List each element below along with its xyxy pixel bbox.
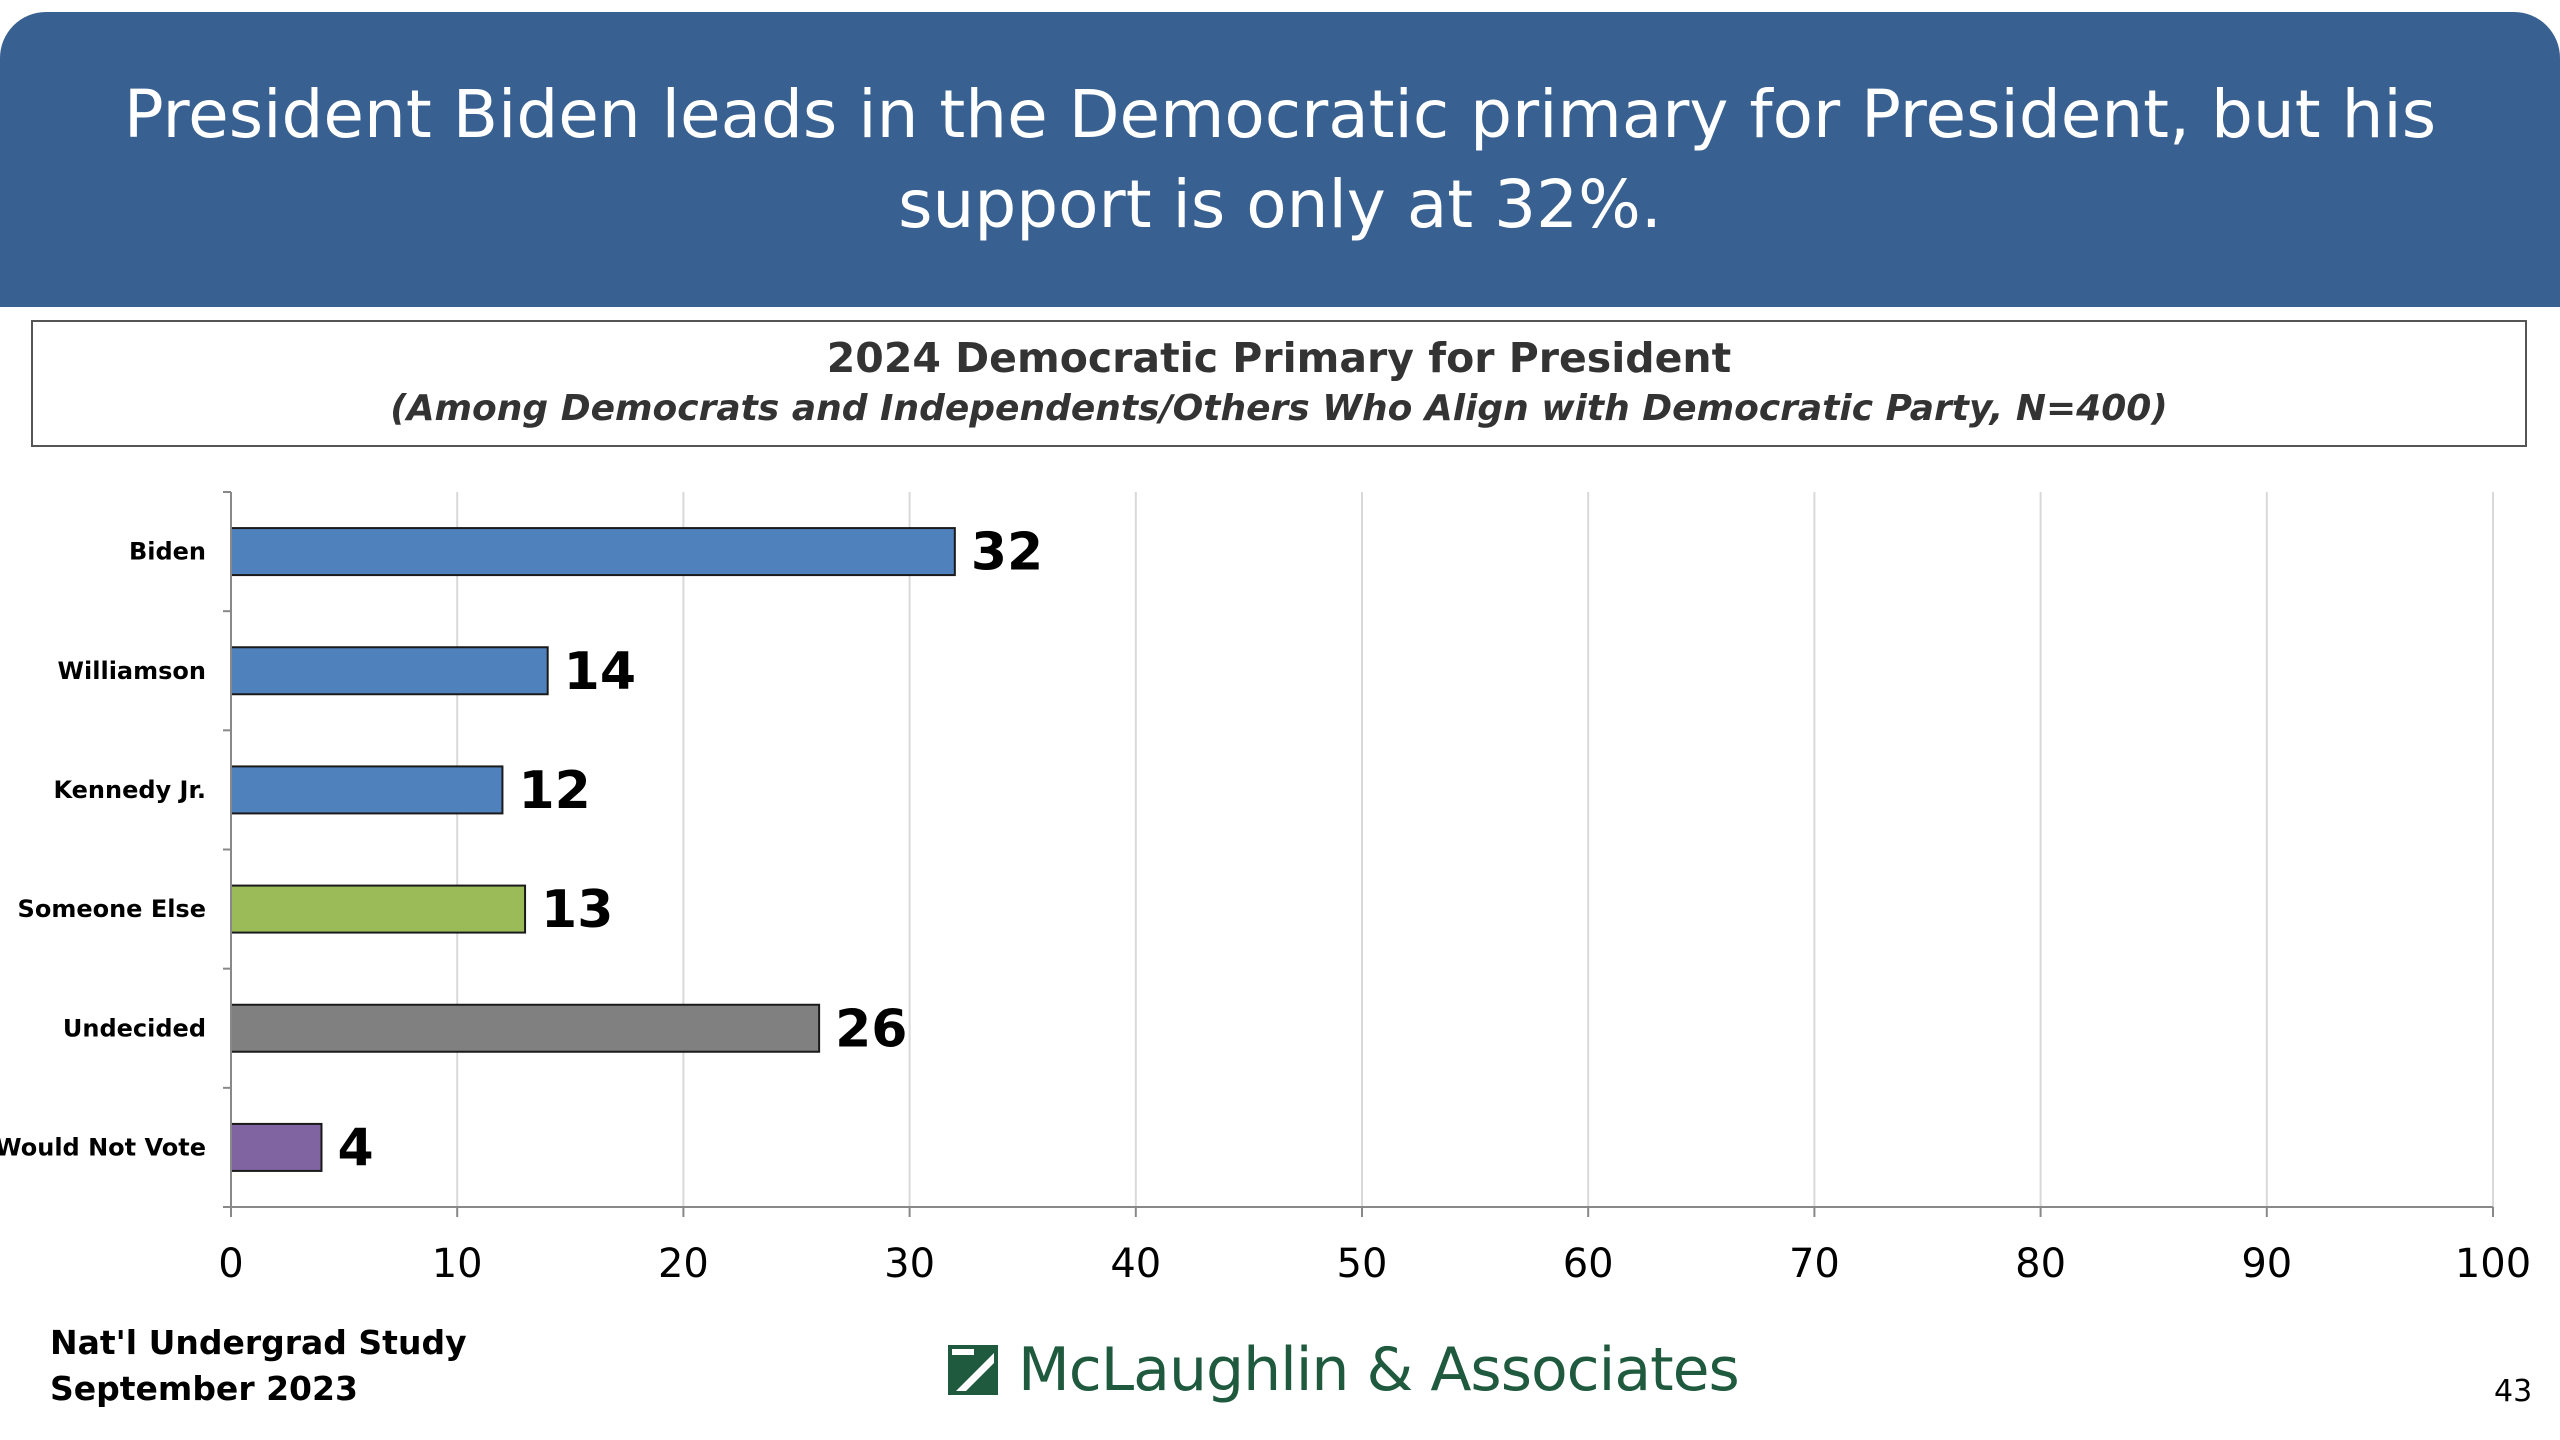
bars — [230, 527, 956, 1172]
company-logo: McLaughlin & Associates — [948, 1335, 1740, 1405]
study-info: Nat'l Undergrad Study September 2023 — [50, 1320, 467, 1412]
x-tick-label: 70 — [1789, 1241, 1840, 1287]
category-label: Someone Else — [18, 895, 206, 923]
bar — [230, 1003, 821, 1053]
mclaughlin-logo-mark-icon — [948, 1345, 998, 1395]
study-name: Nat'l Undergrad Study — [50, 1323, 467, 1362]
x-tick-label: 10 — [432, 1241, 483, 1287]
data-label: 32 — [971, 523, 1043, 583]
bar — [230, 527, 956, 577]
category-label: Kennedy Jr. — [53, 776, 206, 804]
axes — [223, 491, 2494, 1217]
page-number: 43 — [2494, 1374, 2533, 1409]
bar-chart: 0 10 20 30 40 50 60 70 80 90 100 Biden 32 Williamson 1… — [0, 491, 2531, 1287]
bar — [230, 884, 527, 934]
labels: 0 10 20 30 40 50 60 70 80 90 100 Biden 32 Williamson 1… — [0, 523, 2531, 1287]
x-tick-label: 20 — [658, 1241, 709, 1287]
x-tick-label: 100 — [2455, 1241, 2531, 1287]
category-label: Biden — [129, 538, 206, 566]
logo-text: McLaughlin & Associates — [1018, 1335, 1740, 1405]
bar — [230, 765, 504, 815]
data-label: 13 — [541, 880, 613, 940]
data-label: 14 — [564, 642, 636, 702]
chart-subtitle: (Among Democrats and Independents/Others… — [390, 388, 2168, 429]
slide-title: President Biden leads in the Democratic … — [123, 75, 2437, 243]
category-label: Williamson — [58, 657, 206, 685]
category-label: Undecided — [63, 1014, 206, 1042]
chart-title: 2024 Democratic Primary for President — [826, 334, 1732, 382]
x-tick-label: 80 — [2015, 1241, 2066, 1287]
data-label: 12 — [518, 761, 590, 821]
data-label: 4 — [337, 1118, 373, 1178]
gridlines — [456, 492, 2494, 1207]
x-tick-label: 30 — [884, 1241, 935, 1287]
x-tick-label: 50 — [1337, 1241, 1388, 1287]
bar — [230, 646, 549, 696]
chart-title-box: 2024 Democratic Primary for President (A… — [31, 320, 2527, 447]
x-tick-label: 60 — [1563, 1241, 1614, 1287]
study-date: September 2023 — [50, 1369, 358, 1408]
data-label: 26 — [835, 999, 907, 1059]
x-tick-label: 90 — [2241, 1241, 2292, 1287]
x-tick-label: 40 — [1110, 1241, 1161, 1287]
bar — [230, 1122, 323, 1172]
category-label: Would Not Vote — [0, 1133, 206, 1161]
slide-header: President Biden leads in the Democratic … — [0, 12, 2560, 307]
x-tick-label: 0 — [218, 1241, 243, 1287]
